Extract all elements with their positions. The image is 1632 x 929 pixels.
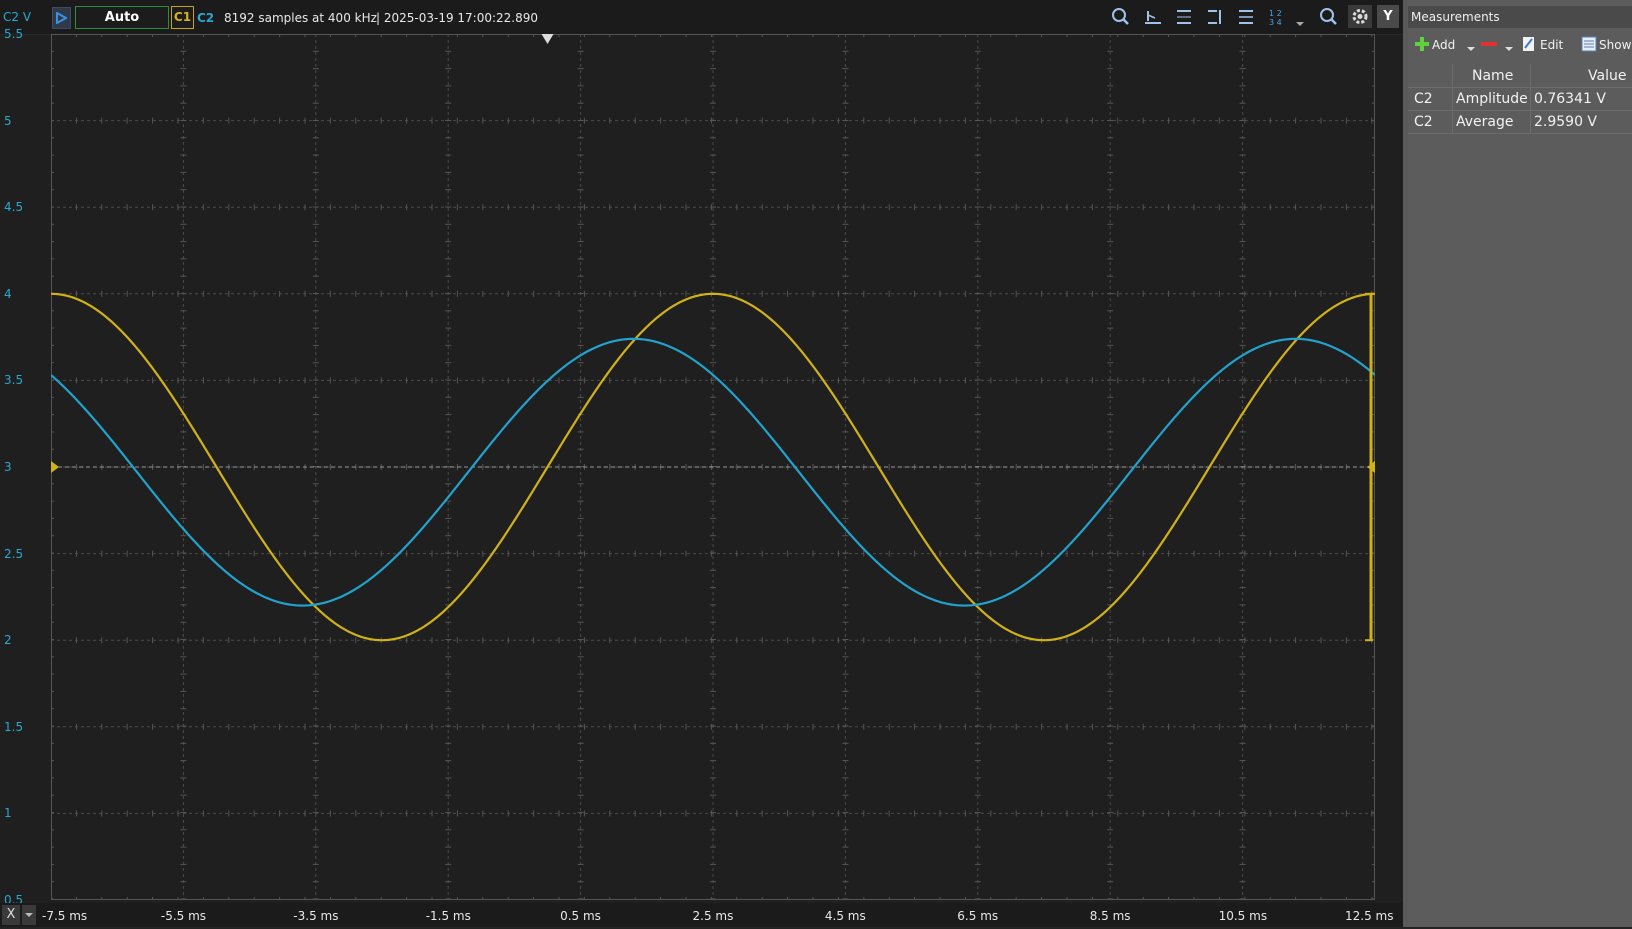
remove-dropdown-icon[interactable] (1504, 44, 1514, 54)
x-axis (0, 903, 1403, 927)
edit-icon[interactable] (1522, 36, 1536, 53)
x-tick-label: 8.5 ms (1089, 909, 1131, 923)
waveform-plot[interactable] (51, 34, 1375, 900)
measurements-toolbar: Add Edit Show (1408, 30, 1632, 60)
cursor-v-icon[interactable] (1203, 6, 1227, 28)
y-tick-label: 4.5 (4, 200, 24, 215)
x-tick-label: 4.5 ms (824, 909, 866, 923)
cursor-vertical-icon[interactable] (1235, 6, 1259, 28)
y-tick-label: 1 (4, 806, 12, 821)
y-tick-label: 2.5 (4, 546, 24, 561)
channel1-toggle[interactable]: C1 (171, 6, 194, 29)
measurements-title-bar: Measurements (1408, 6, 1632, 28)
row-value: 2.9590 V (1534, 114, 1598, 130)
y-tick-label: 4 (4, 286, 12, 301)
series-c2-line (51, 337, 1375, 607)
y-tick-label: 5 (4, 113, 12, 128)
y-axis-button[interactable]: Y (1377, 5, 1399, 28)
show-button[interactable]: Show (1599, 38, 1632, 52)
series-c1-line (51, 292, 1375, 642)
y-tick-label: 3.5 (4, 373, 24, 388)
channel2-toggle[interactable]: C2 (197, 11, 215, 25)
measurements-panel: Measurements Add Edit Show Name Value C2… (1408, 0, 1632, 927)
svg-text:1 2: 1 2 (1269, 9, 1282, 18)
x-tick-label: -3.5 ms (293, 909, 339, 923)
table-row[interactable]: C2 Amplitude 0.76341 V (1408, 87, 1632, 111)
x-tick-label: -1.5 ms (425, 909, 471, 923)
x-tick-label: 12.5 ms (1345, 909, 1394, 923)
svg-text:3 4: 3 4 (1269, 18, 1282, 27)
y-tick-label: 3 (4, 460, 12, 474)
scope-area: C2 V Auto C1 C2 8192 samples at 400 kHz … (0, 0, 1403, 927)
y-tick-label: 2 (4, 633, 12, 648)
x-tick-label: 0.5 ms (560, 909, 601, 923)
x-tick-label: 10.5 ms (1218, 909, 1268, 923)
zoom-icon[interactable] (1109, 6, 1133, 28)
x-tick-label: -7.5 ms (42, 909, 88, 923)
row-channel: C2 (1414, 114, 1433, 130)
cursor-h-range-icon[interactable] (1172, 6, 1196, 28)
row-value: 0.76341 V (1534, 91, 1606, 107)
row-name: Amplitude (1456, 91, 1528, 107)
panel-splitter[interactable] (1403, 0, 1408, 927)
trigger-position-marker (541, 34, 554, 44)
x-axis-menu-icon[interactable] (22, 905, 36, 925)
x-tick-label: 2.5 ms (692, 909, 734, 923)
row-name: Average (1456, 114, 1514, 130)
y-axis-unit-label: C2 V (3, 10, 32, 24)
column-header-value[interactable]: Value (1588, 68, 1627, 84)
trigger-level-marker-left (51, 461, 59, 473)
column-header-name[interactable]: Name (1472, 68, 1514, 84)
capture-timestamp: | 2025-03-19 17:00:22.890 (376, 11, 539, 25)
settings-icon[interactable] (1348, 5, 1372, 28)
samples-info: 8192 samples at 400 kHz (224, 11, 377, 25)
magnify-icon[interactable] (1317, 6, 1341, 28)
x-tick-label: -5.5 ms (160, 909, 207, 923)
cursor-horizontal-icon[interactable] (1141, 6, 1165, 28)
edit-button[interactable]: Edit (1540, 38, 1564, 52)
table-row[interactable]: C2 Average 2.9590 V (1408, 110, 1632, 134)
row-channel: C2 (1414, 91, 1433, 107)
add-button[interactable]: Add (1432, 38, 1456, 52)
scope-toolbar: C2 V Auto C1 C2 8192 samples at 400 kHz … (0, 0, 1403, 35)
trigger-mode-button[interactable]: Auto (75, 6, 169, 29)
dropdown-icon[interactable] (1293, 6, 1307, 28)
play-icon (56, 12, 67, 24)
y-tick-label: 1.5 (4, 719, 24, 734)
y-tick-label: 5.5 (4, 27, 24, 41)
run-button[interactable] (52, 7, 71, 29)
table-header: Name Value (1408, 64, 1632, 88)
x-axis-button[interactable]: X (2, 905, 20, 925)
add-icon[interactable] (1414, 36, 1430, 52)
remove-icon[interactable] (1480, 38, 1498, 50)
measurements-title: Measurements (1411, 10, 1500, 24)
add-dropdown-icon[interactable] (1466, 44, 1476, 54)
show-icon[interactable] (1581, 36, 1597, 52)
x-tick-label: 6.5 ms (957, 909, 999, 923)
